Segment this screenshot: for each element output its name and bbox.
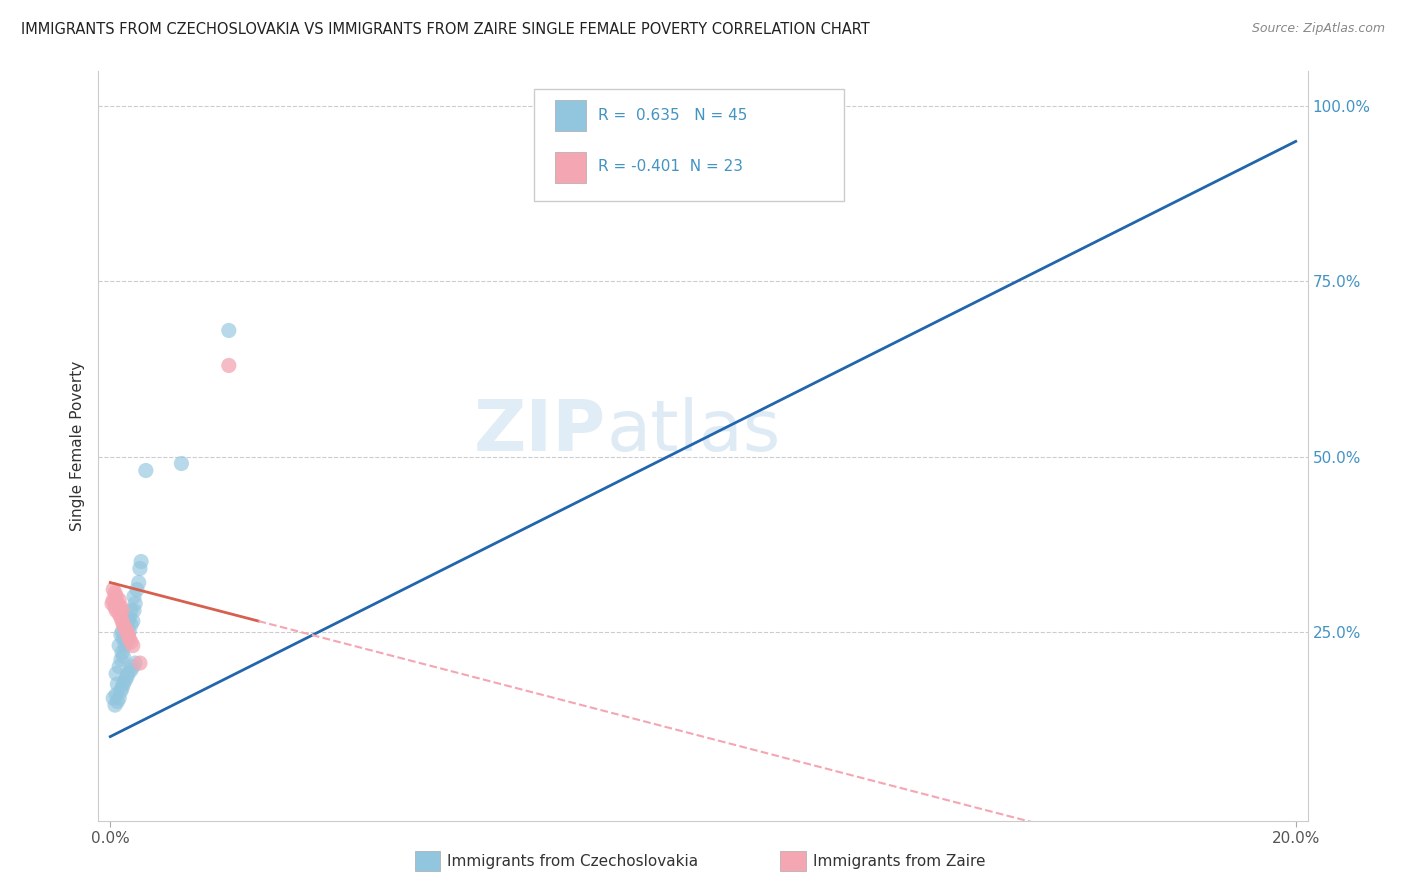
Point — [218, 359, 240, 373]
Point — [117, 666, 139, 681]
Point — [112, 632, 135, 646]
Point — [112, 617, 135, 632]
Text: atlas: atlas — [606, 397, 780, 466]
Point — [117, 614, 139, 628]
Point — [120, 617, 142, 632]
Text: ZIP: ZIP — [474, 397, 606, 466]
Point — [115, 624, 138, 639]
Point — [129, 656, 152, 670]
Point — [117, 628, 139, 642]
Point — [104, 698, 127, 712]
Text: Immigrants from Zaire: Immigrants from Zaire — [813, 855, 986, 869]
Point — [103, 691, 125, 706]
Point — [125, 582, 148, 597]
Point — [121, 639, 143, 653]
Point — [108, 639, 131, 653]
Text: R = -0.401  N = 23: R = -0.401 N = 23 — [598, 160, 742, 174]
Point — [121, 614, 143, 628]
Point — [118, 610, 141, 624]
Point — [110, 652, 132, 666]
Point — [111, 681, 134, 695]
Point — [115, 617, 138, 632]
Point — [114, 639, 136, 653]
Point — [120, 603, 142, 617]
Point — [105, 677, 128, 691]
Point — [111, 614, 134, 628]
Point — [124, 597, 146, 611]
Point — [101, 597, 124, 611]
Point — [105, 688, 128, 702]
Point — [114, 621, 136, 635]
Point — [118, 624, 141, 639]
Point — [108, 691, 131, 706]
Point — [114, 621, 136, 635]
Point — [110, 610, 132, 624]
Point — [105, 603, 128, 617]
Point — [112, 677, 135, 691]
Text: Source: ZipAtlas.com: Source: ZipAtlas.com — [1251, 22, 1385, 36]
Point — [122, 590, 145, 604]
Y-axis label: Single Female Poverty: Single Female Poverty — [69, 361, 84, 531]
Point — [121, 659, 143, 673]
Point — [135, 463, 157, 477]
Point — [129, 555, 152, 569]
Text: Immigrants from Czechoslovakia: Immigrants from Czechoslovakia — [447, 855, 699, 869]
Point — [105, 590, 128, 604]
Point — [110, 628, 132, 642]
Point — [117, 628, 139, 642]
Point — [111, 603, 134, 617]
Point — [128, 575, 150, 590]
Point — [111, 646, 134, 660]
Point — [104, 586, 127, 600]
Point — [105, 695, 128, 709]
Point — [108, 593, 131, 607]
Point — [108, 659, 131, 673]
Point — [115, 635, 138, 649]
Text: IMMIGRANTS FROM CZECHOSLOVAKIA VS IMMIGRANTS FROM ZAIRE SINGLE FEMALE POVERTY CO: IMMIGRANTS FROM CZECHOSLOVAKIA VS IMMIGR… — [21, 22, 870, 37]
Point — [114, 673, 136, 688]
Point — [124, 656, 146, 670]
Point — [120, 635, 142, 649]
Point — [104, 600, 127, 615]
Point — [110, 684, 132, 698]
Point — [105, 597, 128, 611]
Point — [218, 323, 240, 337]
Point — [103, 582, 125, 597]
Point — [122, 603, 145, 617]
Point — [120, 663, 142, 677]
Point — [118, 632, 141, 646]
Point — [112, 649, 135, 664]
Text: R =  0.635   N = 45: R = 0.635 N = 45 — [598, 109, 747, 123]
Point — [170, 457, 193, 471]
Point — [103, 593, 125, 607]
Point — [108, 607, 131, 621]
Point — [115, 670, 138, 684]
Point — [111, 624, 134, 639]
Point — [129, 561, 152, 575]
Point — [110, 600, 132, 615]
Point — [105, 666, 128, 681]
